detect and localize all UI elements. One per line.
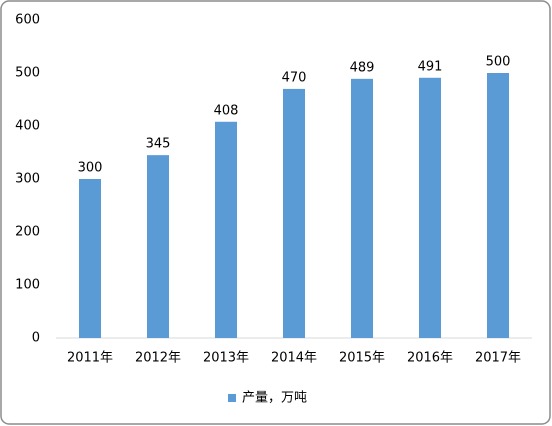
legend-swatch [228, 394, 236, 402]
data-label: 491 [418, 59, 443, 74]
y-tick-label: 300 [15, 172, 40, 187]
y-tick-label: 600 [15, 13, 40, 28]
y-tick-label: 100 [15, 278, 40, 293]
x-tick-label: 2015年 [339, 351, 385, 366]
data-label: 345 [146, 137, 171, 152]
bar [487, 73, 509, 338]
legend-label: 产量，万吨 [242, 391, 307, 406]
x-tick-label: 2013年 [203, 351, 249, 366]
bar [351, 78, 373, 338]
x-tick-label: 2017年 [475, 351, 521, 366]
bar [283, 88, 305, 339]
data-label: 408 [214, 103, 239, 118]
bar [215, 121, 237, 338]
y-tick-label: 200 [15, 225, 40, 240]
bar [147, 155, 169, 338]
x-tick-label: 2016年 [407, 351, 453, 366]
y-tick-label: 400 [15, 119, 40, 134]
bar [79, 179, 101, 338]
data-label: 500 [486, 55, 511, 70]
y-tick-label: 0 [32, 331, 40, 346]
x-tick-label: 2012年 [135, 351, 181, 366]
data-label: 489 [350, 60, 375, 75]
x-tick-label: 2011年 [67, 351, 113, 366]
data-label: 470 [282, 70, 307, 85]
y-tick-label: 500 [15, 66, 40, 81]
x-tick-label: 2014年 [271, 351, 317, 366]
data-label: 300 [78, 161, 103, 176]
bar [419, 77, 441, 339]
